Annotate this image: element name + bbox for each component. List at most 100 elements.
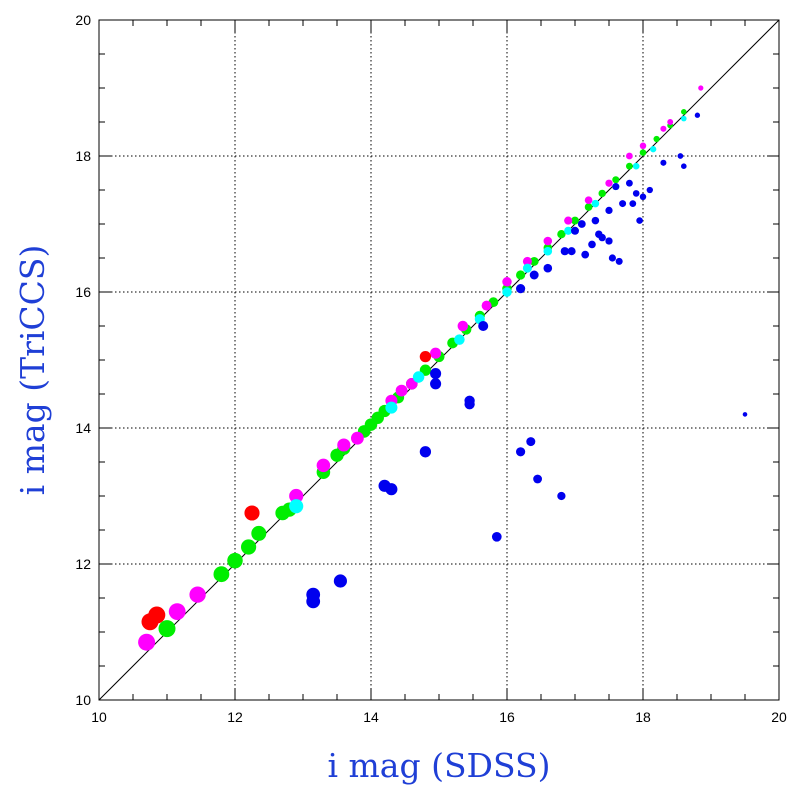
data-point [626, 162, 633, 170]
data-point [457, 320, 469, 332]
data-point [516, 284, 526, 294]
y-tick-label: 18 [75, 148, 91, 164]
data-point [632, 162, 640, 170]
data-point [742, 412, 748, 417]
data-point [543, 263, 553, 273]
data-point [522, 256, 532, 266]
data-point [591, 216, 600, 225]
data-point [639, 142, 647, 150]
y-tick-label: 10 [75, 692, 91, 708]
data-point [605, 179, 613, 187]
data-point [571, 226, 579, 235]
data-point [581, 250, 590, 259]
tick-labels: 10 12 14 16 18 20 10 12 14 16 18 20 [75, 12, 787, 725]
data-point [244, 505, 260, 521]
data-point [516, 447, 526, 457]
data-point [148, 606, 166, 624]
data-point [241, 539, 257, 555]
data-point [567, 247, 576, 256]
data-point [629, 200, 637, 207]
y-tick-label: 16 [75, 284, 91, 300]
data-point [694, 112, 701, 118]
data-point [681, 115, 687, 122]
data-point [543, 246, 553, 256]
data-point [598, 189, 606, 198]
data-point [158, 620, 176, 638]
data-point [412, 371, 425, 383]
x-axis-title: i mag (SDSS) [327, 746, 550, 785]
data-point [632, 190, 640, 197]
data-point [577, 220, 586, 228]
data-point [478, 320, 489, 332]
data-point [385, 483, 398, 496]
data-point [584, 203, 593, 211]
data-point [213, 566, 230, 583]
data-point [584, 196, 593, 205]
data-point [653, 135, 660, 143]
x-tick-label: 12 [227, 709, 243, 725]
data-point [646, 186, 653, 194]
data-point [333, 574, 347, 588]
data-point [543, 236, 553, 246]
data-point [639, 193, 647, 201]
data-point [571, 216, 579, 225]
x-tick-label: 16 [499, 709, 515, 725]
data-point [681, 109, 687, 115]
data-point [660, 159, 667, 166]
data-point [533, 474, 543, 484]
data-point [454, 334, 465, 345]
data-point [138, 633, 156, 651]
data-point [598, 233, 606, 242]
data-point [588, 240, 596, 249]
data-point [251, 525, 267, 541]
data-point [337, 438, 351, 452]
data-point [351, 431, 364, 445]
data-point [168, 603, 186, 620]
data-point [698, 85, 704, 91]
data-point [526, 437, 536, 447]
data-point [660, 125, 667, 132]
data-point [615, 257, 623, 265]
data-point [419, 350, 432, 363]
data-point [289, 499, 304, 514]
data-point [557, 230, 566, 239]
data-point [189, 586, 206, 603]
grid-lines [99, 20, 779, 700]
data-point [502, 277, 512, 287]
x-tick-label: 10 [91, 709, 107, 725]
data-point [564, 216, 573, 225]
data-point [639, 149, 647, 156]
data-point [677, 153, 684, 159]
data-point [626, 152, 633, 160]
data-point [385, 401, 398, 414]
data-point [395, 384, 408, 397]
data-point [316, 458, 331, 473]
x-tick-label: 18 [635, 709, 651, 725]
data-point [430, 368, 442, 380]
data-point [529, 270, 539, 280]
data-point [605, 237, 613, 245]
data-points [138, 85, 748, 651]
data-point [516, 270, 526, 280]
data-point [619, 200, 627, 208]
y-tick-label: 20 [75, 12, 91, 28]
data-point [289, 488, 304, 504]
data-point [557, 491, 566, 501]
data-point [605, 206, 613, 215]
data-point [650, 146, 657, 153]
y-tick-label: 12 [75, 556, 91, 572]
data-point [636, 217, 643, 224]
data-point [529, 256, 539, 266]
y-axis-title: i mag (TriCCS) [13, 245, 52, 496]
data-point [626, 179, 633, 187]
data-point [681, 163, 687, 169]
data-point [591, 199, 600, 208]
data-point [608, 254, 616, 262]
x-tick-label: 20 [771, 709, 787, 725]
y-tick-label: 14 [75, 420, 91, 436]
x-tick-label: 14 [363, 709, 379, 725]
tick-marks [98, 19, 780, 701]
data-point [227, 552, 243, 569]
data-point [430, 347, 442, 359]
